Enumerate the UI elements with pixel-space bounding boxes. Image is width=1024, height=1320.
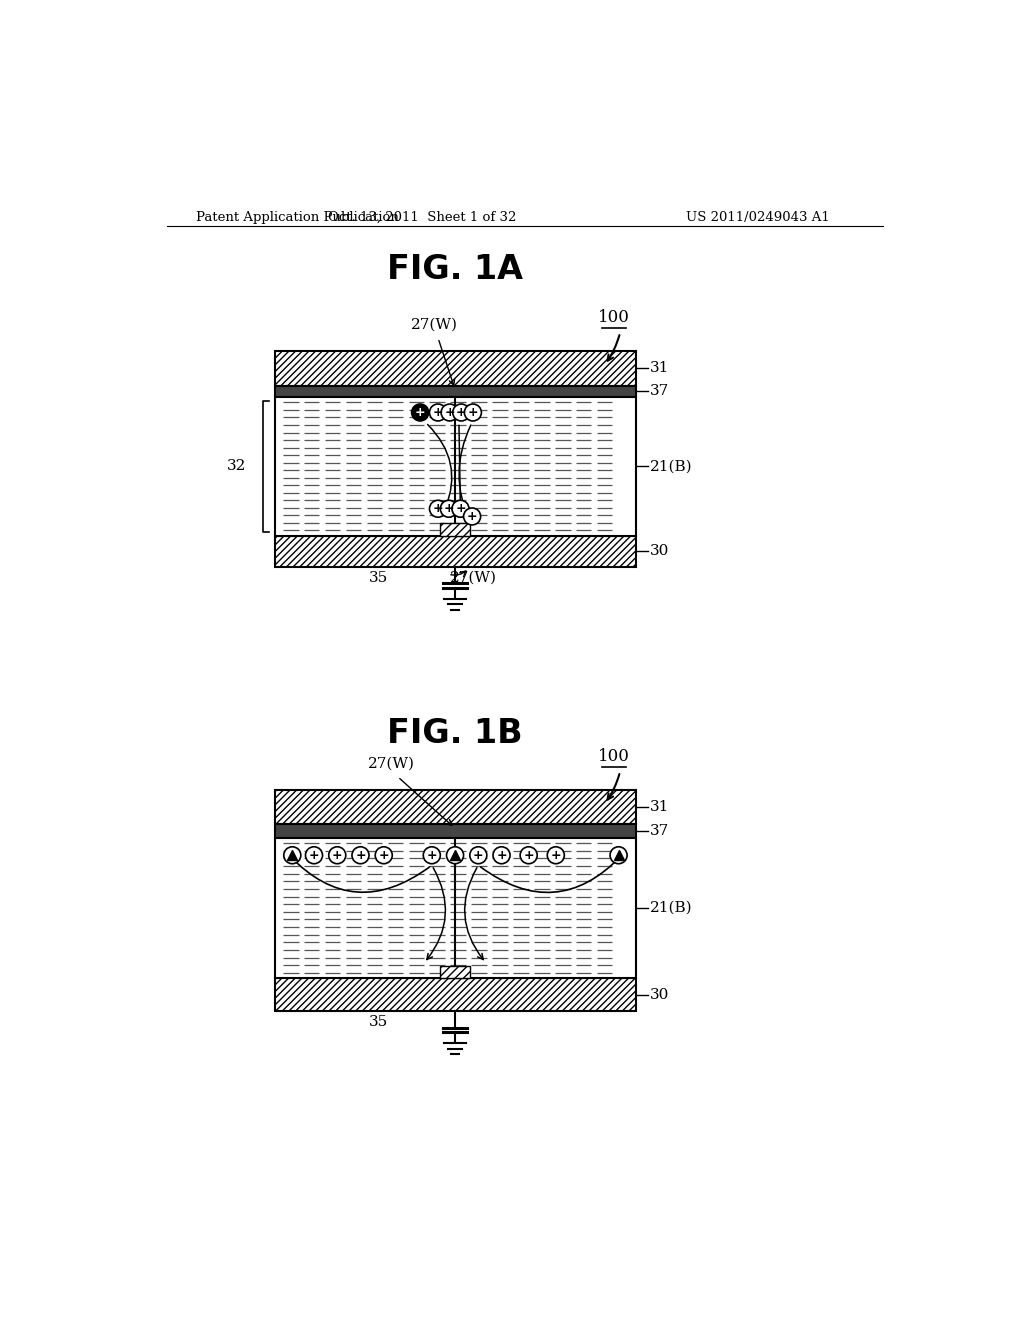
Text: +: + bbox=[497, 849, 507, 862]
Bar bbox=[275, 825, 636, 838]
Circle shape bbox=[470, 847, 486, 863]
Text: Oct. 13, 2011  Sheet 1 of 32: Oct. 13, 2011 Sheet 1 of 32 bbox=[329, 211, 517, 224]
Circle shape bbox=[453, 404, 470, 421]
Bar bbox=[275, 536, 636, 566]
Text: +: + bbox=[332, 849, 343, 862]
Text: 37: 37 bbox=[649, 824, 669, 838]
Bar bbox=[275, 351, 636, 385]
Text: +: + bbox=[523, 849, 534, 862]
Text: +: + bbox=[426, 849, 437, 862]
Text: US 2011/0249043 A1: US 2011/0249043 A1 bbox=[686, 211, 829, 224]
Circle shape bbox=[547, 847, 564, 863]
Bar bbox=[440, 523, 470, 536]
Bar bbox=[275, 838, 636, 978]
Text: Patent Application Publication: Patent Application Publication bbox=[197, 211, 399, 224]
Bar bbox=[275, 789, 636, 825]
Text: +: + bbox=[444, 407, 455, 418]
Bar bbox=[275, 385, 636, 397]
Circle shape bbox=[352, 847, 369, 863]
Circle shape bbox=[423, 847, 440, 863]
Text: 35: 35 bbox=[369, 1015, 388, 1030]
Text: +: + bbox=[551, 849, 561, 862]
Circle shape bbox=[441, 404, 458, 421]
Text: FIG. 1B: FIG. 1B bbox=[387, 717, 523, 750]
Text: +: + bbox=[467, 510, 477, 523]
Text: 35: 35 bbox=[369, 572, 388, 585]
Bar bbox=[275, 978, 636, 1011]
Text: 31: 31 bbox=[649, 800, 669, 814]
Circle shape bbox=[464, 508, 480, 525]
Text: +: + bbox=[379, 849, 389, 862]
Circle shape bbox=[284, 847, 301, 863]
Text: 31: 31 bbox=[649, 362, 669, 375]
Circle shape bbox=[429, 404, 446, 421]
Circle shape bbox=[375, 847, 392, 863]
Bar bbox=[275, 397, 636, 536]
Text: +: + bbox=[433, 502, 443, 515]
Text: +: + bbox=[355, 849, 366, 862]
Text: +: + bbox=[433, 407, 443, 418]
Text: +: + bbox=[456, 407, 467, 418]
Circle shape bbox=[452, 500, 469, 517]
Circle shape bbox=[493, 847, 510, 863]
Text: 37: 37 bbox=[649, 384, 669, 399]
Text: +: + bbox=[415, 407, 426, 418]
Text: 30: 30 bbox=[649, 544, 669, 558]
Text: 30: 30 bbox=[649, 987, 669, 1002]
Text: +: + bbox=[468, 407, 478, 418]
Circle shape bbox=[305, 847, 323, 863]
Text: 21(B): 21(B) bbox=[649, 902, 692, 915]
Circle shape bbox=[412, 404, 429, 421]
Text: +: + bbox=[455, 502, 466, 515]
Circle shape bbox=[520, 847, 538, 863]
Text: 21(B): 21(B) bbox=[649, 459, 692, 474]
Text: +: + bbox=[443, 502, 455, 515]
Circle shape bbox=[464, 404, 481, 421]
Text: +: + bbox=[473, 849, 483, 862]
Text: 100: 100 bbox=[598, 748, 630, 766]
Text: FIG. 1A: FIG. 1A bbox=[387, 253, 523, 286]
Bar bbox=[440, 966, 470, 978]
Text: 27(W): 27(W) bbox=[411, 318, 458, 331]
Text: 100: 100 bbox=[598, 309, 630, 326]
Text: 27(W): 27(W) bbox=[450, 572, 497, 585]
Text: 27(W): 27(W) bbox=[368, 756, 415, 771]
Circle shape bbox=[329, 847, 346, 863]
Circle shape bbox=[440, 500, 458, 517]
Text: 32: 32 bbox=[226, 459, 246, 474]
Text: +: + bbox=[308, 849, 319, 862]
Circle shape bbox=[429, 500, 446, 517]
Circle shape bbox=[610, 847, 627, 863]
Circle shape bbox=[446, 847, 464, 863]
